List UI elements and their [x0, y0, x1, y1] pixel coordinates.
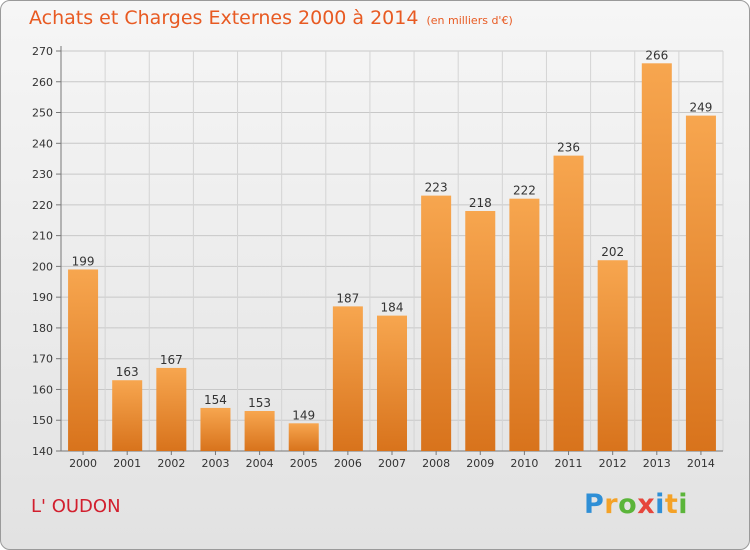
- data-label-2014: 249: [689, 101, 712, 115]
- x-tick-label-2014: 2014: [687, 457, 715, 470]
- data-label-2006: 187: [336, 291, 359, 305]
- x-tick-label-2000: 2000: [69, 457, 97, 470]
- y-tick-label: 240: [32, 137, 53, 150]
- proxiti-logo: Proxiti: [584, 489, 689, 520]
- data-label-2013: 266: [645, 48, 668, 62]
- data-label-2000: 199: [72, 254, 95, 268]
- bar-2013: [641, 63, 672, 452]
- x-tick-label-2012: 2012: [599, 457, 627, 470]
- y-tick-label: 180: [32, 322, 53, 335]
- place-name: L' OUDON: [31, 496, 121, 517]
- x-tick-label-2009: 2009: [466, 457, 494, 470]
- y-tick-label: 210: [32, 230, 53, 243]
- bar-2011: [553, 155, 584, 451]
- bar-2006: [332, 306, 363, 451]
- bar-2014: [685, 115, 716, 451]
- x-tick-label-2002: 2002: [157, 457, 185, 470]
- data-label-2012: 202: [601, 245, 624, 259]
- y-tick-label: 230: [32, 168, 53, 181]
- x-tick-label-2007: 2007: [378, 457, 406, 470]
- data-label-2007: 184: [381, 301, 404, 315]
- x-tick-label-2004: 2004: [246, 457, 274, 470]
- data-label-2008: 223: [425, 181, 448, 195]
- bar-2003: [200, 407, 231, 451]
- y-tick-label: 140: [32, 445, 53, 458]
- y-tick-label: 220: [32, 199, 53, 212]
- data-label-2001: 163: [116, 365, 139, 379]
- x-tick-label-2001: 2001: [113, 457, 141, 470]
- y-tick-label: 150: [32, 414, 53, 427]
- y-tick-label: 190: [32, 291, 53, 304]
- chart-title-unit: (en milliers d'€): [426, 14, 513, 27]
- bar-2007: [376, 315, 408, 451]
- bar-2004: [244, 411, 275, 451]
- y-tick-label: 260: [32, 76, 53, 89]
- bar-2009: [465, 211, 496, 451]
- bar-2005: [288, 423, 319, 451]
- data-label-2011: 236: [557, 141, 580, 155]
- y-tick-label: 160: [32, 383, 53, 396]
- x-tick-label-2006: 2006: [334, 457, 362, 470]
- chart-title: Achats et Charges Externes 2000 à 2014 (e…: [29, 7, 513, 29]
- y-tick-label: 170: [32, 353, 53, 366]
- data-label-2005: 149: [292, 408, 315, 422]
- data-label-2004: 153: [248, 396, 271, 410]
- bar-2001: [112, 380, 143, 451]
- x-tick-label-2010: 2010: [510, 457, 538, 470]
- bar-2000: [68, 269, 99, 451]
- data-label-2010: 222: [513, 184, 536, 198]
- y-tick-label: 270: [32, 45, 53, 58]
- x-tick-label-2008: 2008: [422, 457, 450, 470]
- bar-2008: [421, 195, 452, 451]
- chart-bars: [68, 63, 716, 452]
- x-tick-label-2013: 2013: [643, 457, 671, 470]
- y-tick-label: 250: [32, 107, 53, 120]
- chart-title-main: Achats et Charges Externes 2000 à 2014: [29, 7, 419, 29]
- chart-labels: 199 2000 163 2001 167 2002 154 2003 153 2004 149 20…: [69, 48, 715, 470]
- data-label-2009: 218: [469, 196, 492, 210]
- y-tick-label: 200: [32, 260, 53, 273]
- bar-2012: [597, 260, 628, 451]
- x-tick-label-2003: 2003: [201, 457, 229, 470]
- x-tick-label-2005: 2005: [290, 457, 318, 470]
- bar-2002: [156, 367, 187, 451]
- data-label-2003: 154: [204, 393, 227, 407]
- x-tick-label-2011: 2011: [555, 457, 583, 470]
- bar-2010: [509, 198, 540, 451]
- data-label-2002: 167: [160, 353, 183, 367]
